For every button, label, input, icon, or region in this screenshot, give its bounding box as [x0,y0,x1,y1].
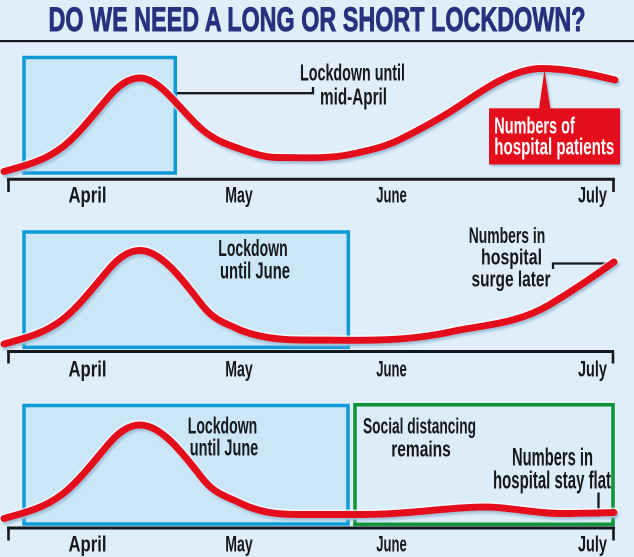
svg-text:July: July [578,357,607,382]
svg-text:Lockdown: Lockdown [188,413,258,439]
svg-text:until June: until June [220,258,290,284]
svg-text:June: June [376,183,407,208]
svg-text:May: May [225,357,253,382]
svg-text:April: April [69,532,107,557]
svg-text:Lockdown: Lockdown [218,235,288,261]
svg-text:April: April [69,357,107,382]
svg-text:April: April [69,183,107,208]
svg-text:hospital patients: hospital patients [494,134,614,160]
svg-text:May: May [225,532,253,557]
svg-text:remains: remains [391,437,451,462]
svg-text:July: July [578,183,607,208]
svg-text:until June: until June [190,435,259,461]
svg-text:June: June [376,357,407,382]
svg-text:May: May [225,183,253,208]
svg-text:Numbers of: Numbers of [494,113,575,139]
svg-text:DO WE NEED A LONG OR SHORT LOC: DO WE NEED A LONG OR SHORT LOCKDOWN? [49,1,586,39]
svg-text:Numbers in: Numbers in [469,223,546,248]
svg-text:hospital: hospital [481,245,542,270]
svg-text:Social distancing: Social distancing [363,414,476,439]
svg-text:Lockdown until: Lockdown until [300,60,405,86]
svg-text:surge later: surge later [472,267,551,292]
svg-text:hospital stay flat: hospital stay flat [493,467,611,495]
svg-text:July: July [578,532,607,557]
svg-text:mid-April: mid-April [320,84,387,110]
svg-text:Numbers in: Numbers in [512,444,593,472]
svg-text:June: June [376,532,407,557]
